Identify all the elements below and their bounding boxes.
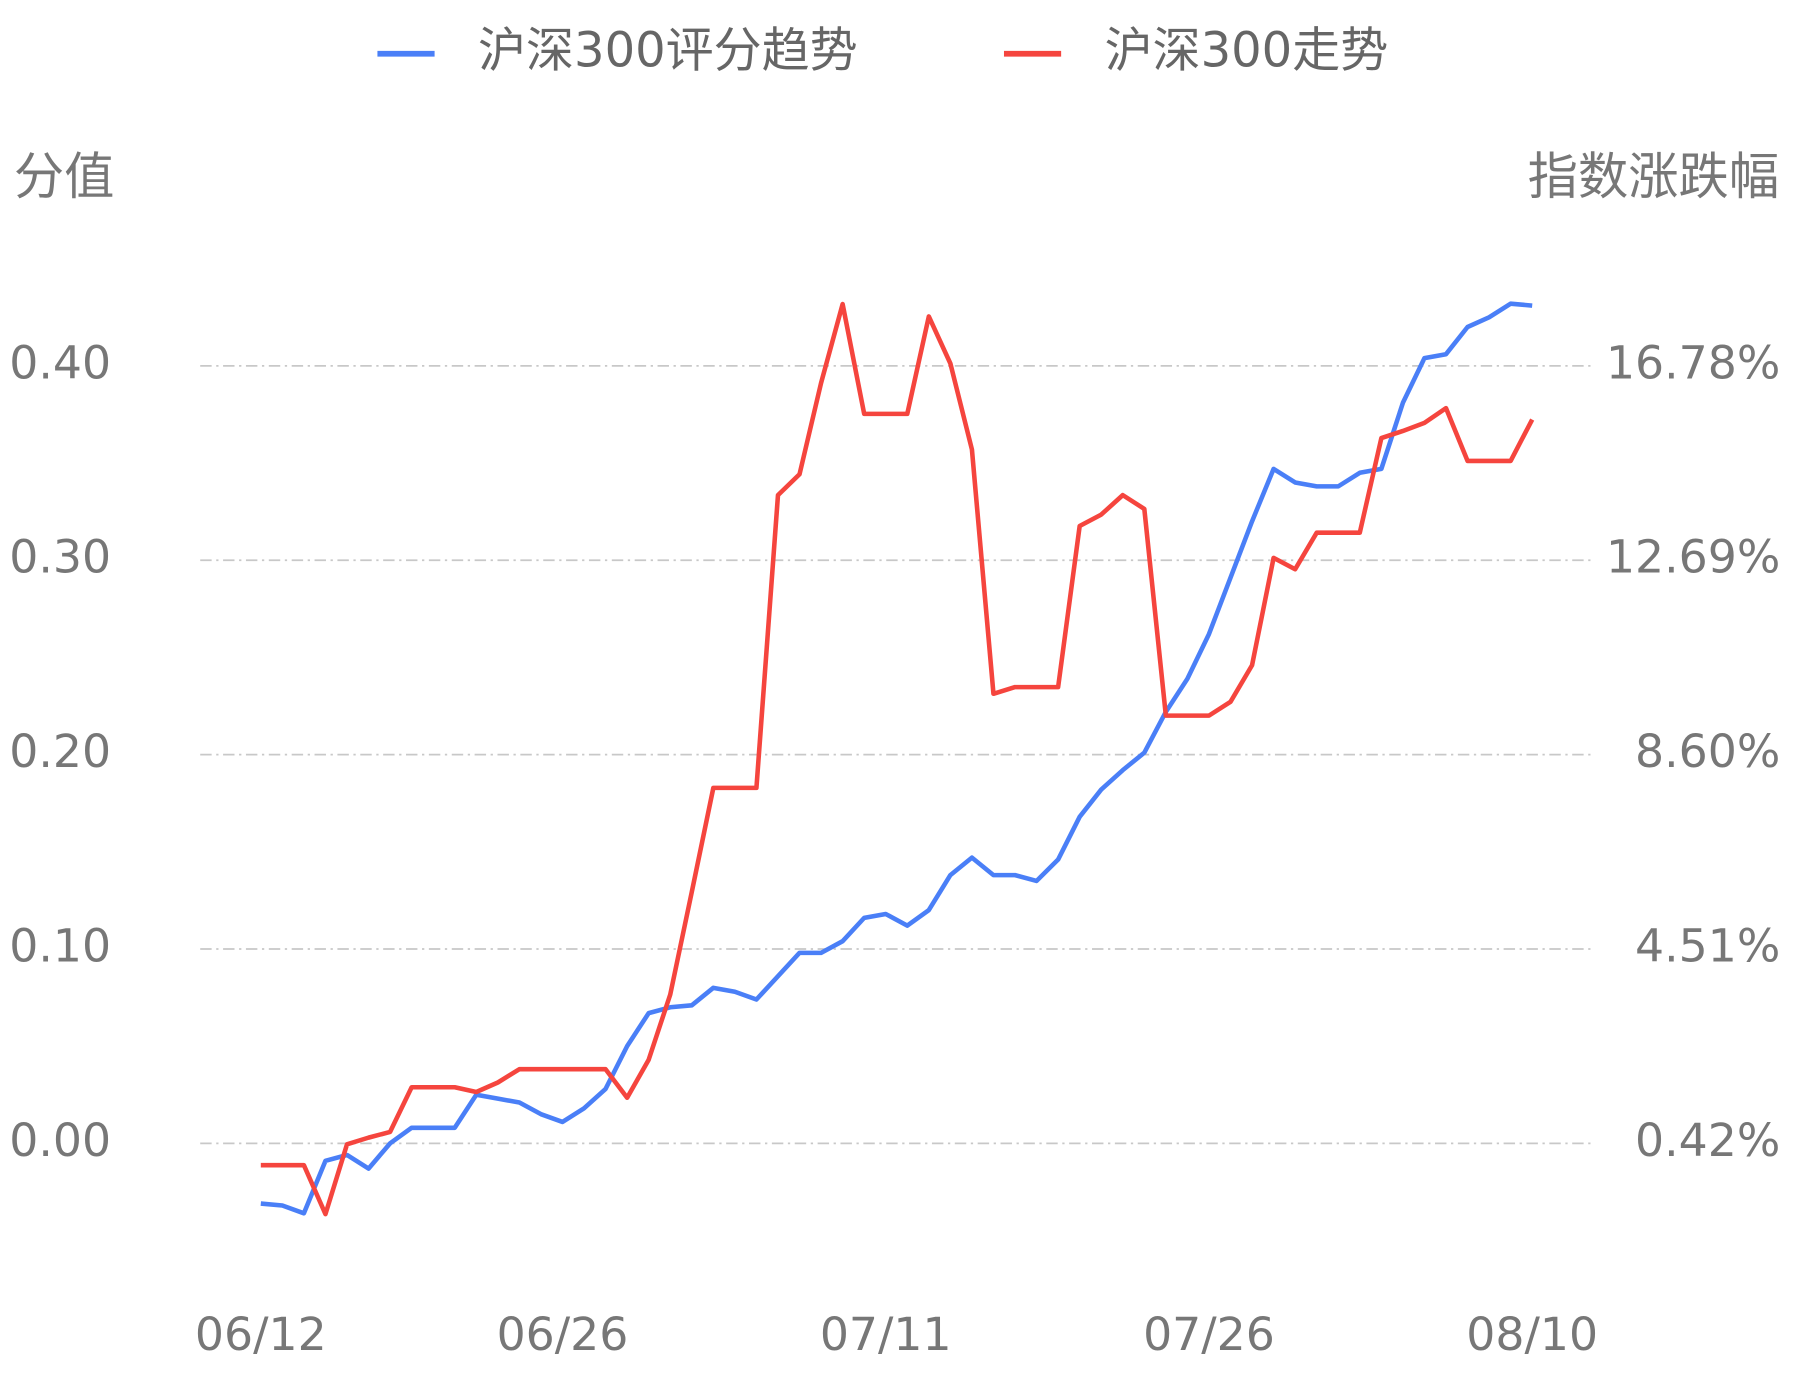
legend-label: 沪深300走势 [1105,23,1389,79]
line [260,301,1533,1216]
y2-tick-label: 16.78% [1606,336,1780,389]
y-tick-label: 0.10 [9,919,111,972]
x-tick-label: 07/11 [820,1308,952,1361]
y-tick-label: 0.40 [9,336,111,389]
x-tick-label: 08/10 [1466,1308,1598,1361]
legend-label: 沪深300评分趋势 [478,23,858,79]
y-tick-label: 0.00 [9,1114,111,1167]
y-tick-label: 0.30 [9,531,111,584]
y-axis-title: 分值 [14,147,115,206]
y2-tick-label: 4.51% [1635,919,1780,972]
y2-tick-label: 0.42% [1635,1114,1780,1167]
y2-tick-label: 12.69% [1606,531,1780,584]
y2-tick-label: 8.60% [1635,725,1780,778]
x-tick-label: 06/12 [195,1308,327,1361]
x-tick-label: 07/26 [1143,1308,1275,1361]
y2-axis-title: 指数涨跌幅 [1528,147,1779,206]
line [260,301,1535,1217]
y-tick-label: 0.20 [9,725,111,778]
x-tick-label: 06/26 [497,1308,629,1361]
